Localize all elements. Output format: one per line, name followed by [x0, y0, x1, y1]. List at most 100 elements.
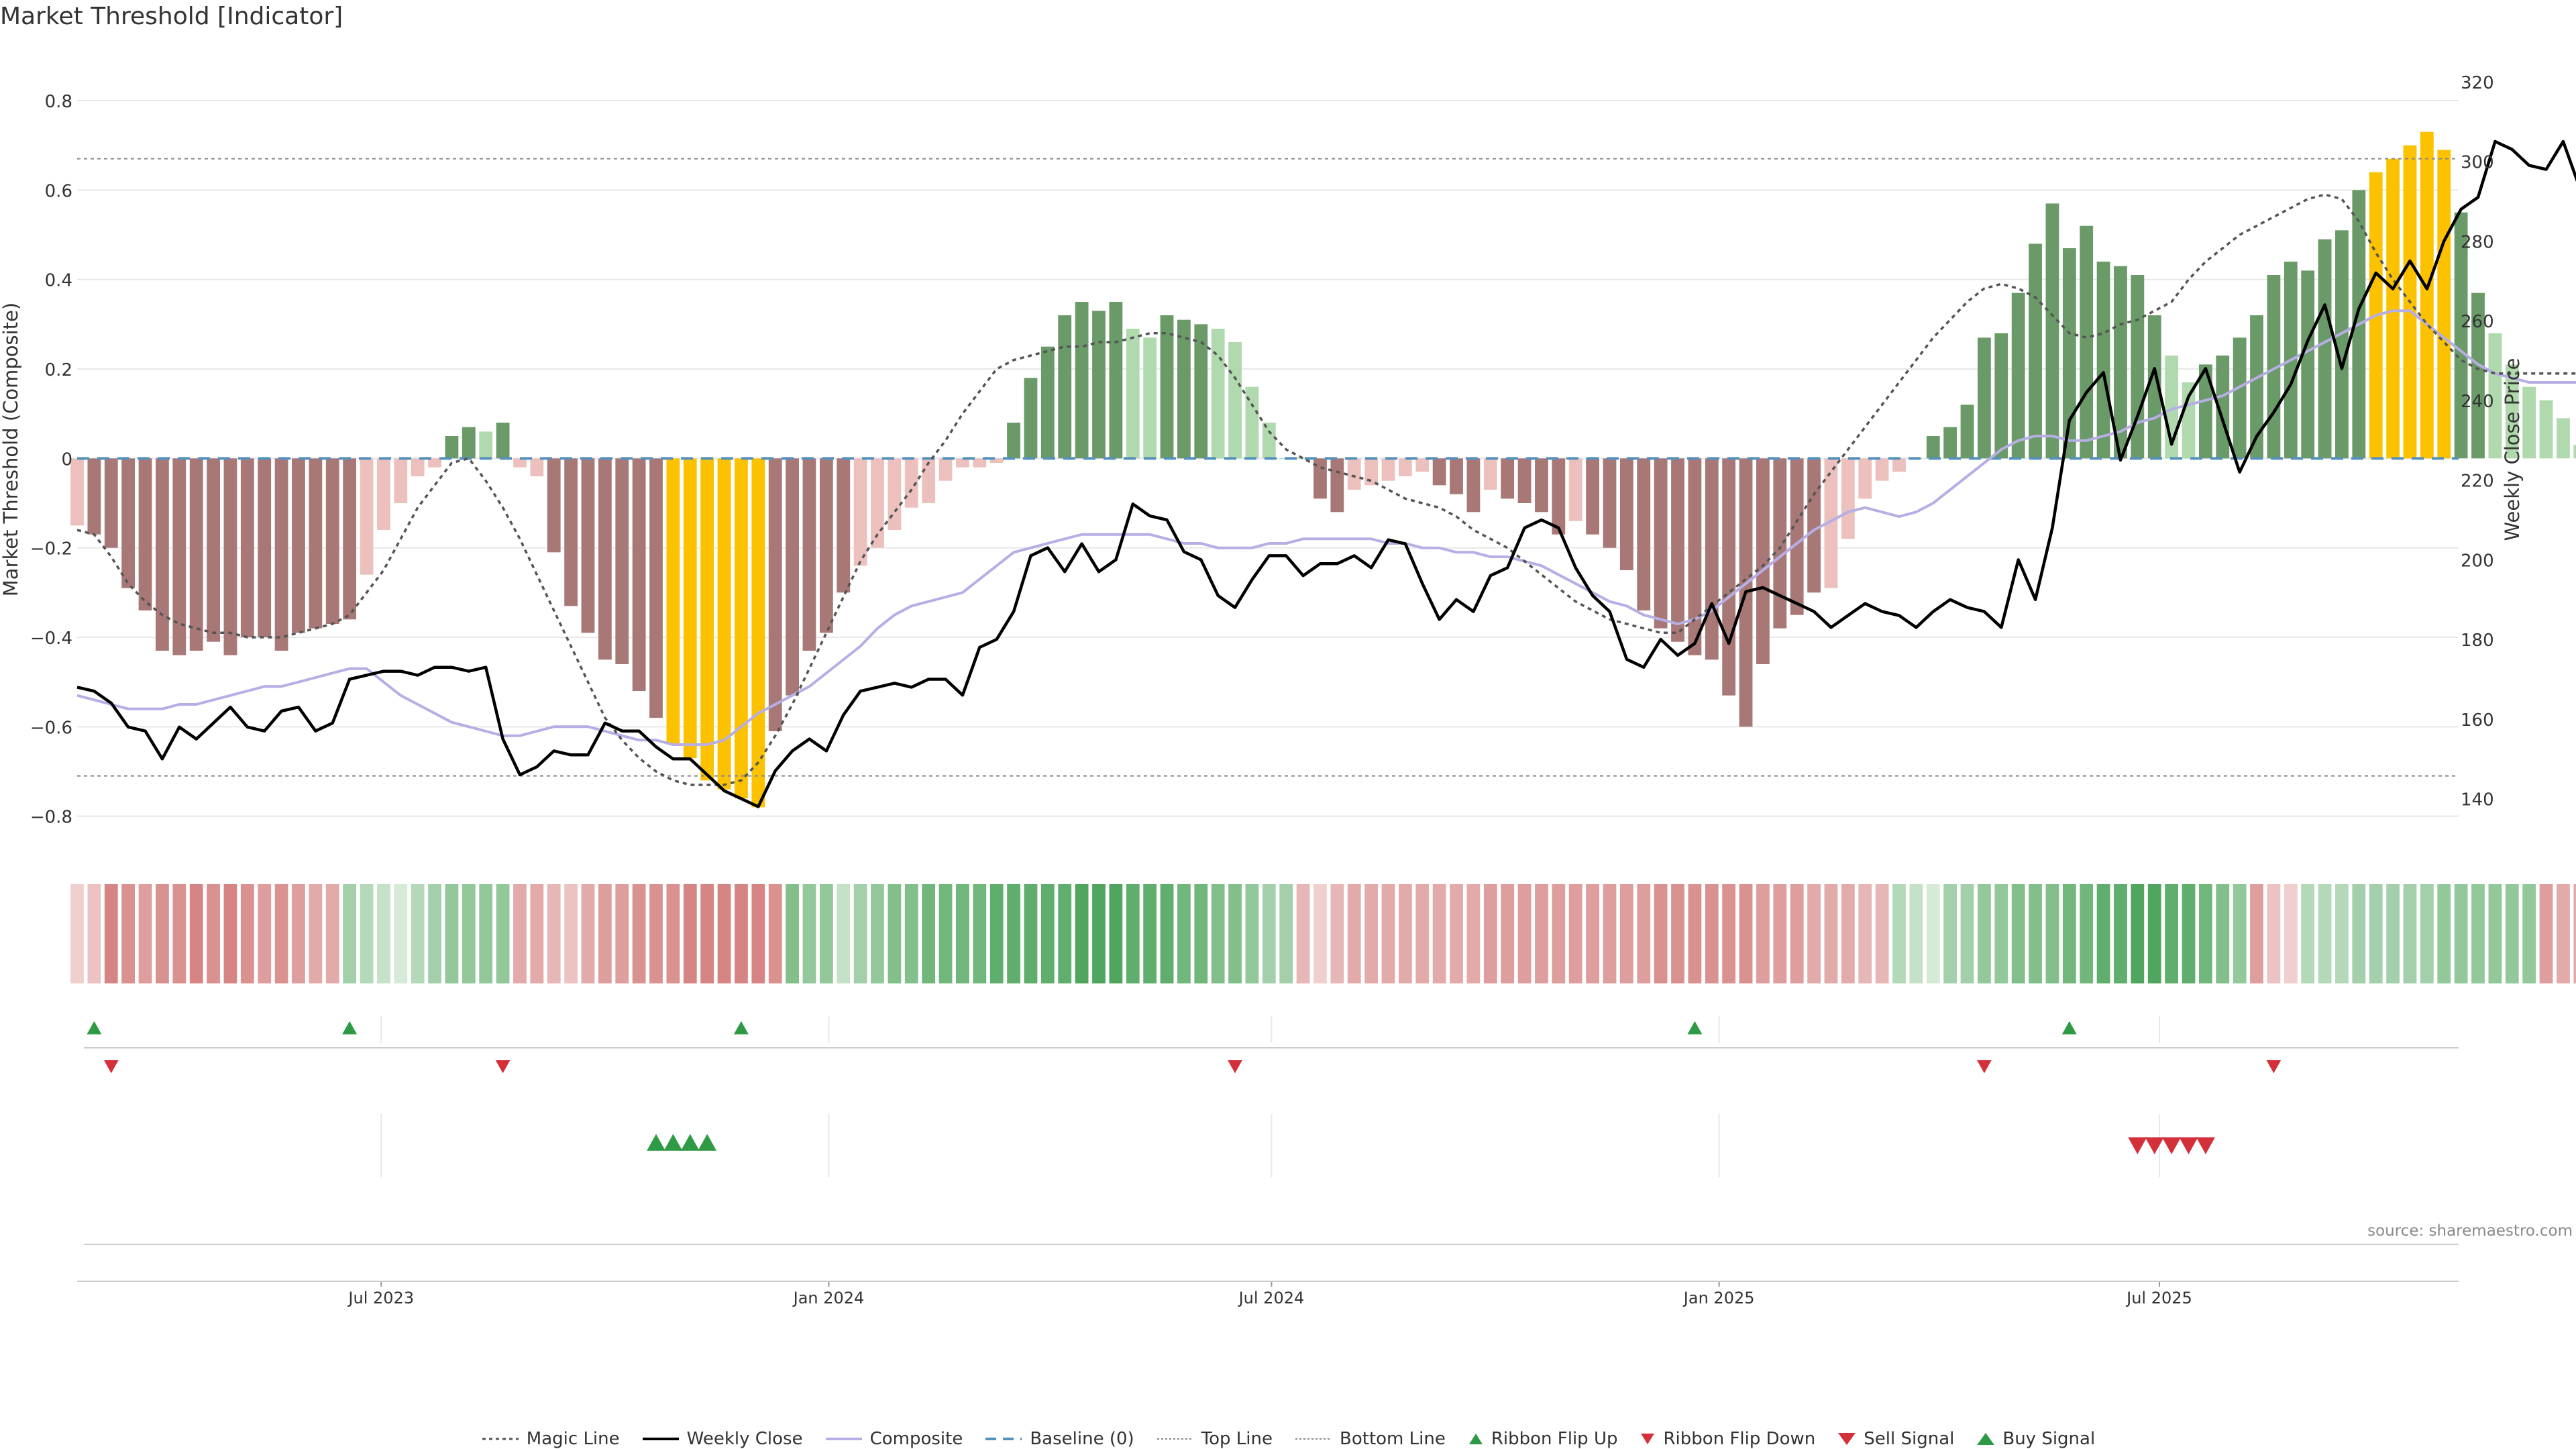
composite-bar	[138, 458, 152, 610]
ribbon-flip-down-marker	[103, 1060, 119, 1073]
ribbon-cell	[1790, 884, 1804, 983]
ribbon-cell	[2045, 884, 2059, 983]
composite-bar	[1450, 458, 1463, 494]
sell-signal-icon	[1838, 1433, 1856, 1445]
composite-bar	[2045, 203, 2059, 459]
composite-bar	[853, 458, 867, 566]
ribbon-cell	[428, 884, 441, 983]
composite-bar	[1875, 458, 1889, 481]
ribbon-cell	[2096, 884, 2110, 983]
ribbon-cell	[1092, 884, 1106, 983]
composite-bar	[632, 458, 646, 691]
ribbon-cell	[156, 884, 169, 983]
ribbon-cell	[735, 884, 748, 983]
ribbon-cell	[394, 884, 408, 983]
composite-bar	[1194, 324, 1208, 459]
composite-bar	[1432, 458, 1446, 486]
y-axis-label: Market Threshold (Composite)	[0, 303, 22, 596]
composite-bar	[2557, 418, 2570, 459]
composite-bar	[904, 458, 918, 508]
legend-magic-line: Magic Line	[481, 1429, 620, 1449]
ribbon-cell	[309, 884, 323, 983]
ribbon-cell	[1024, 884, 1038, 983]
ribbon-flip-down-icon	[1641, 1434, 1655, 1444]
ribbon-cell	[1671, 884, 1684, 983]
ribbon-cell	[1875, 884, 1889, 983]
composite-bar	[1705, 458, 1719, 660]
ribbon-cell	[1279, 884, 1293, 983]
composite-bar	[2454, 212, 2468, 459]
ribbon-cell	[1688, 884, 1702, 983]
ribbon-cell	[121, 884, 136, 983]
ribbon-cell	[138, 884, 152, 983]
ribbon-cell	[1943, 884, 1957, 983]
ribbon-cell	[2403, 884, 2417, 983]
legend-baseline: Baseline (0)	[984, 1429, 1134, 1449]
composite-bar	[1824, 458, 1838, 588]
ribbon-cell	[1075, 884, 1089, 983]
composite-bar	[888, 458, 902, 530]
ribbon-cell	[1364, 884, 1379, 983]
ribbon-cell	[207, 884, 220, 983]
y2-axis-label: Weekly Close Price	[2501, 358, 2524, 541]
y-tick-label: −0.8	[30, 808, 72, 828]
composite-bar	[496, 423, 510, 459]
composite-bar	[1398, 458, 1412, 476]
ribbon-cell	[1007, 884, 1020, 983]
ribbon-cell	[973, 884, 987, 983]
composite-bar	[343, 458, 357, 620]
composite-bar	[172, 458, 186, 655]
ribbon-cell	[2437, 884, 2451, 983]
composite-bar	[240, 458, 254, 637]
composite-bar	[802, 458, 816, 651]
ribbon-cell	[1858, 884, 1872, 983]
ribbon-cell	[1450, 884, 1463, 983]
composite-bar	[1892, 458, 1906, 472]
ribbon-cell	[445, 884, 459, 983]
ribbon-cell	[513, 884, 527, 983]
composite-bar	[2437, 150, 2451, 459]
ribbon-cell	[1654, 884, 1668, 983]
composite-bars	[70, 131, 2576, 808]
ribbon-cell	[2165, 884, 2179, 983]
y2-tick-label: 140	[2461, 790, 2494, 810]
ribbon-cell	[1517, 884, 1532, 983]
ribbon-cell	[70, 884, 84, 983]
composite-bar	[700, 458, 714, 781]
composite-bar	[956, 458, 969, 468]
ribbon-cell	[2471, 884, 2485, 983]
legend-composite-label: Composite	[869, 1429, 963, 1449]
ribbon-cell	[717, 884, 731, 983]
legend-ribbon-flip-down-label: Ribbon Flip Down	[1663, 1429, 1816, 1449]
composite-bar	[1177, 319, 1191, 459]
ribbon-cell	[1177, 884, 1191, 983]
series-lines	[76, 140, 2576, 808]
ribbon-cell	[292, 884, 305, 983]
composite-bar	[1722, 458, 1736, 696]
composite-bar	[989, 458, 1004, 463]
composite-bar	[2062, 248, 2076, 459]
ribbon-cell	[1296, 884, 1310, 983]
ribbon-cell	[2454, 884, 2468, 983]
ribbon-cell	[2369, 884, 2383, 983]
legend-bottom-line: Bottom Line	[1294, 1429, 1446, 1449]
composite-bar	[2233, 337, 2247, 459]
ribbon-cell	[1926, 884, 1940, 983]
x-tick-label: Jan 2024	[792, 1289, 865, 1307]
reference-lines	[77, 158, 2459, 777]
ribbon-cell	[1807, 884, 1821, 983]
composite-bar	[292, 458, 305, 633]
x-tick-label: Jul 2024	[1238, 1289, 1305, 1307]
composite-bar	[1126, 329, 1140, 459]
ribbon-cell	[2147, 884, 2161, 983]
composite-bar	[2250, 315, 2263, 459]
y-tick-label: 0	[61, 449, 72, 470]
ribbon-cell	[1381, 884, 1395, 983]
ribbon-cell	[649, 884, 663, 983]
composite-line	[76, 309, 2576, 746]
y-tick-label: 0.6	[45, 181, 72, 201]
composite-bar	[1619, 458, 1633, 570]
y2-tick-label: 160	[2461, 710, 2494, 731]
ribbon-cell	[2233, 884, 2247, 983]
y2-tick-label: 180	[2461, 631, 2494, 651]
